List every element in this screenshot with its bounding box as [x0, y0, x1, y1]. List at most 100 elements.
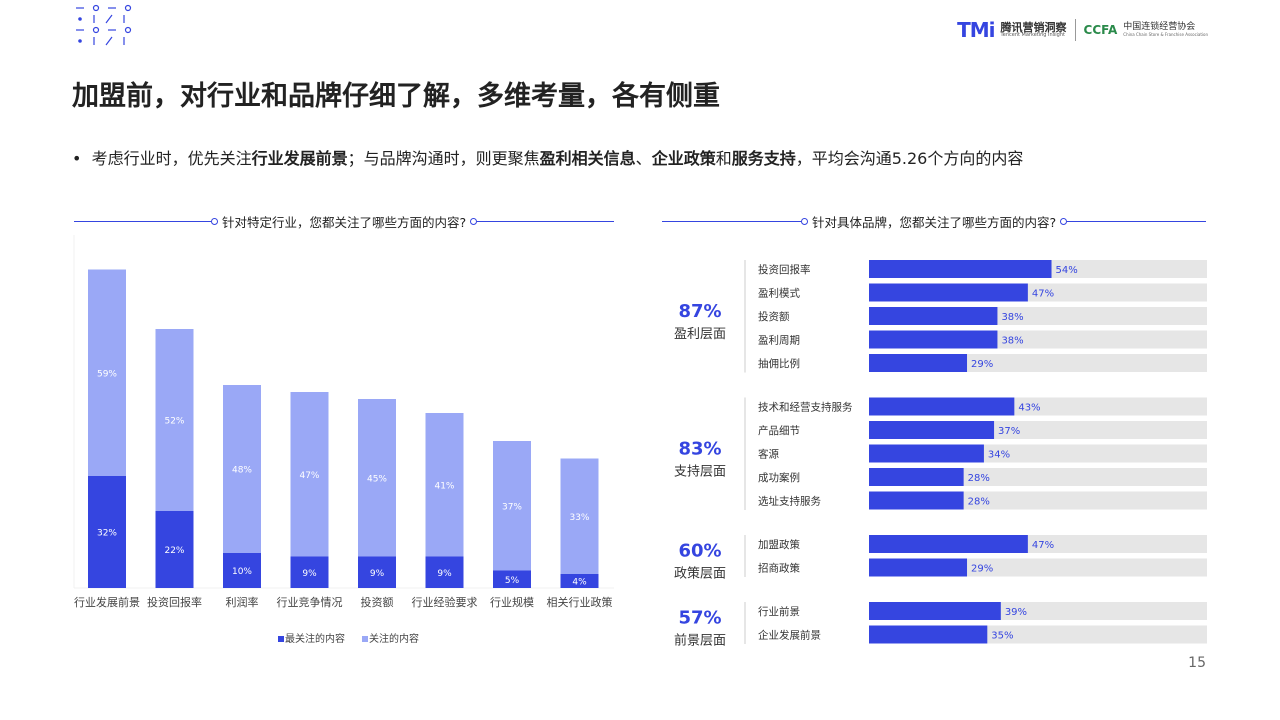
header-line	[662, 220, 801, 222]
bar-value	[869, 535, 1028, 553]
x-tick-label: 相关行业政策	[547, 595, 613, 609]
bar-value	[869, 468, 964, 486]
bar-category-label: 行业前景	[758, 605, 800, 618]
group-percent: 57%	[678, 608, 721, 629]
bar-attention	[223, 385, 261, 553]
tmi-logo-en: Tencent Marketing Insight	[1000, 32, 1065, 39]
bar-value-label: 29%	[971, 564, 993, 575]
logo-divider	[1074, 19, 1076, 41]
data-label: 45%	[367, 474, 387, 484]
bar-value	[869, 307, 998, 325]
data-label: 33%	[569, 513, 589, 523]
legend-label: 最关注的内容	[285, 632, 345, 645]
bar-value	[869, 558, 968, 577]
group-label: 政策层面	[674, 566, 726, 582]
bar-value	[869, 491, 964, 510]
tmi-logo-mark: TMi	[957, 18, 995, 42]
bar-value-label: 38%	[1001, 312, 1023, 323]
bar-value-label: 47%	[1032, 289, 1054, 300]
bullet-highlight: 盈利相关信息	[539, 149, 636, 168]
bar-category-label: 盈利周期	[758, 335, 800, 347]
bullet-segment: 和	[715, 149, 732, 168]
header-circle-icon	[1060, 217, 1068, 225]
data-label: 59%	[97, 369, 117, 379]
bar-category-label: 成功案例	[758, 471, 800, 484]
bar-value-label: 35%	[991, 631, 1013, 642]
group-percent: 87%	[678, 301, 721, 322]
bar-category-label: 选址支持服务	[758, 495, 821, 508]
bar-value	[869, 444, 984, 463]
bar-category-label: 加盟政策	[758, 538, 800, 551]
data-label: 32%	[97, 529, 117, 539]
bar-value	[869, 421, 995, 439]
data-label: 5%	[505, 576, 520, 586]
bar-value-label: 39%	[1005, 607, 1027, 618]
bar-most-attention	[560, 574, 599, 588]
bullet-segment: ，平均会沟通5.26个方向的内容	[795, 149, 1024, 168]
bullet-text: 考虑行业时，优先关注行业发展前景；与品牌沟通时，则更聚焦盈利相关信息、企业政策和…	[92, 149, 1024, 168]
bar-category-label: 盈利模式	[758, 287, 800, 300]
page-title: 加盟前，对行业和品牌仔细了解，多维考量，各有侧重	[72, 81, 720, 112]
bullet-segment: 考虑行业时，优先关注	[91, 149, 252, 168]
bar-attention	[88, 269, 126, 476]
bar-value	[869, 397, 1015, 416]
header-circle-icon	[470, 217, 478, 225]
data-label: 37%	[502, 502, 522, 512]
ccfa-logo-en: China Chain Store & Franchise Associatio…	[1123, 31, 1208, 37]
bar-value	[869, 625, 988, 644]
group-percent: 60%	[678, 541, 721, 562]
bullet-segment: 、	[635, 149, 652, 168]
ccfa-logo-cn: 中国连锁经营协会	[1123, 21, 1196, 32]
header-line	[1067, 220, 1207, 222]
header-circle-icon	[210, 217, 218, 225]
legend-label: 关注的内容	[369, 632, 419, 645]
bar-most-attention	[425, 556, 464, 588]
bar-most-attention	[155, 511, 194, 588]
x-tick-label: 行业竞争情况	[277, 595, 343, 609]
brand-horizontal-bar-chart: 87% 盈利层面 投资回报率 54% 盈利模式 47% 投资额 38% 盈利周期 38% 抽佣比例 2…	[674, 260, 1207, 649]
x-tick-label: 投资回报率	[147, 595, 202, 609]
header-circle-icon	[800, 217, 808, 225]
bar-value-label: 54%	[1056, 265, 1078, 276]
bar-attention	[155, 329, 194, 511]
bar-category-label: 企业发展前景	[758, 629, 821, 642]
header-logos: TMi 腾讯营销洞察 Tencent Marketing Insight CCF…	[957, 18, 1208, 42]
bar-most-attention	[358, 556, 396, 588]
data-label: 52%	[164, 417, 184, 427]
x-tick-label: 利润率	[226, 595, 259, 609]
bullet-highlight: 行业发展前景	[251, 149, 348, 168]
header-line	[477, 220, 615, 222]
bar-value-label: 34%	[988, 450, 1010, 461]
bar-value-label: 29%	[971, 359, 993, 370]
bar-attention	[290, 392, 329, 557]
group-percent: 83%	[678, 438, 721, 459]
data-label: 4%	[572, 578, 587, 588]
bullet-highlight: 企业政策	[651, 149, 716, 168]
bar-value	[869, 354, 968, 372]
bar-value-label: 43%	[1018, 403, 1040, 414]
legend-swatch	[362, 636, 368, 642]
bar-category-label: 招商政策	[758, 562, 800, 575]
decorative-pattern	[76, 4, 132, 46]
ccfa-logo-mark: CCFA	[1083, 23, 1118, 37]
bar-most-attention	[88, 476, 126, 588]
brand-chart-title: 针对具体品牌，您都关注了哪些方面的内容?	[811, 214, 1057, 230]
x-tick-label: 投资额	[361, 595, 394, 609]
industry-chart-title: 针对特定行业，您都关注了哪些方面的内容?	[221, 214, 467, 230]
header-line	[74, 220, 211, 222]
brand-chart-header: 针对具体品牌，您都关注了哪些方面的内容?	[662, 211, 1207, 231]
bar-value-label: 47%	[1032, 540, 1054, 551]
bar-value	[869, 260, 1052, 278]
bar-value	[869, 602, 1001, 620]
x-tick-label: 行业经验要求	[412, 595, 478, 609]
page-number: 15	[1188, 655, 1206, 671]
bar-category-label: 抽佣比例	[758, 357, 800, 370]
data-label: 9%	[437, 569, 452, 579]
data-label: 47%	[299, 471, 319, 481]
group-label: 盈利层面	[674, 327, 726, 342]
summary-bullet: • 考虑行业时，优先关注行业发展前景；与品牌沟通时，则更聚焦盈利相关信息、企业政…	[72, 145, 1023, 169]
bar-category-label: 投资回报率	[758, 263, 811, 276]
bar-category-label: 投资额	[758, 310, 790, 323]
bar-value	[869, 283, 1028, 302]
bullet-highlight: 服务支持	[731, 149, 796, 168]
